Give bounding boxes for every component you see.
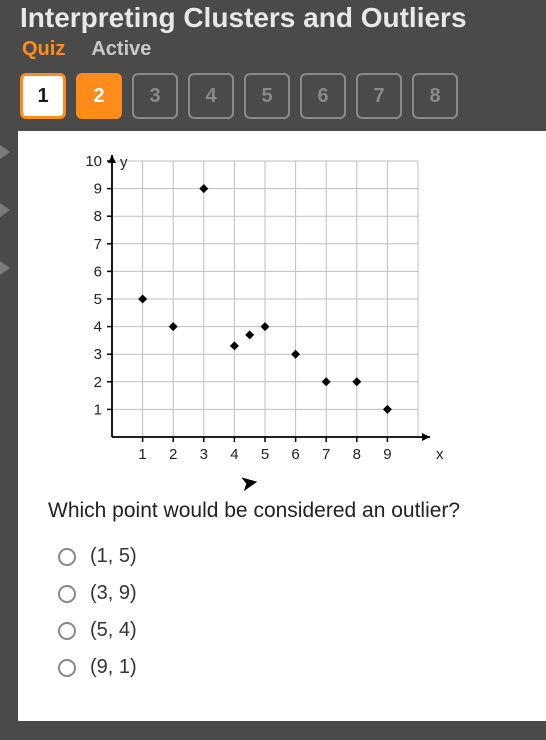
- option-1[interactable]: (3, 9): [58, 582, 530, 605]
- tab-6[interactable]: 6: [300, 73, 346, 119]
- option-0[interactable]: (1, 5): [58, 545, 530, 568]
- svg-text:6: 6: [291, 446, 299, 463]
- svg-text:4: 4: [230, 446, 238, 463]
- svg-text:x: x: [436, 446, 444, 463]
- radio-icon[interactable]: [58, 659, 76, 677]
- svg-text:9: 9: [383, 446, 391, 463]
- scatter-chart: 1 2 3 4 5 6 7 8 9 1 2 3 4 5 6 7 8 9 10 x y: [68, 151, 448, 471]
- svg-text:1: 1: [94, 401, 102, 418]
- tab-4[interactable]: 4: [188, 73, 234, 119]
- tab-7[interactable]: 7: [356, 73, 402, 119]
- question-tabs: 12345678: [0, 61, 546, 131]
- chart-svg: 1 2 3 4 5 6 7 8 9 1 2 3 4 5 6 7 8 9 10 x y: [68, 151, 448, 471]
- tab-3[interactable]: 3: [132, 73, 178, 119]
- svg-text:8: 8: [94, 208, 102, 225]
- radio-icon[interactable]: [58, 548, 76, 566]
- option-label: (5, 4): [90, 619, 137, 642]
- sub-header: Quiz Active: [20, 38, 546, 61]
- header: Interpreting Clusters and Outliers Quiz …: [0, 0, 546, 61]
- sub-quiz-label: Quiz: [22, 38, 65, 61]
- svg-text:8: 8: [353, 446, 361, 463]
- svg-text:10: 10: [85, 153, 102, 170]
- content-card: 1 2 3 4 5 6 7 8 9 1 2 3 4 5 6 7 8 9 10 x y Which point would…: [18, 131, 546, 721]
- svg-text:4: 4: [94, 319, 102, 336]
- svg-text:3: 3: [200, 446, 208, 463]
- marker-icon: [0, 261, 10, 275]
- marker-icon: [0, 203, 10, 217]
- option-3[interactable]: (9, 1): [58, 656, 530, 679]
- svg-text:2: 2: [169, 446, 177, 463]
- question-text: Which point would be considered an outli…: [48, 499, 530, 523]
- svg-text:6: 6: [94, 263, 102, 280]
- svg-text:5: 5: [261, 446, 269, 463]
- svg-text:7: 7: [322, 446, 330, 463]
- tab-8[interactable]: 8: [412, 73, 458, 119]
- svg-text:9: 9: [94, 181, 102, 198]
- left-markers: [0, 145, 10, 275]
- option-label: (9, 1): [90, 656, 137, 679]
- marker-icon: [0, 145, 10, 159]
- svg-text:5: 5: [94, 291, 102, 308]
- option-label: (3, 9): [90, 582, 137, 605]
- svg-text:1: 1: [138, 446, 146, 463]
- radio-icon[interactable]: [58, 622, 76, 640]
- svg-text:7: 7: [94, 236, 102, 253]
- svg-text:2: 2: [94, 374, 102, 391]
- svg-text:y: y: [120, 154, 128, 171]
- svg-text:3: 3: [94, 346, 102, 363]
- option-2[interactable]: (5, 4): [58, 619, 530, 642]
- radio-icon[interactable]: [58, 585, 76, 603]
- sub-active-label: Active: [91, 38, 151, 61]
- tab-2[interactable]: 2: [76, 73, 122, 119]
- page-title: Interpreting Clusters and Outliers: [20, 0, 546, 34]
- answer-options: (1, 5) (3, 9) (5, 4) (9, 1): [58, 545, 530, 679]
- tab-1[interactable]: 1: [20, 73, 66, 119]
- tab-5[interactable]: 5: [244, 73, 290, 119]
- option-label: (1, 5): [90, 545, 137, 568]
